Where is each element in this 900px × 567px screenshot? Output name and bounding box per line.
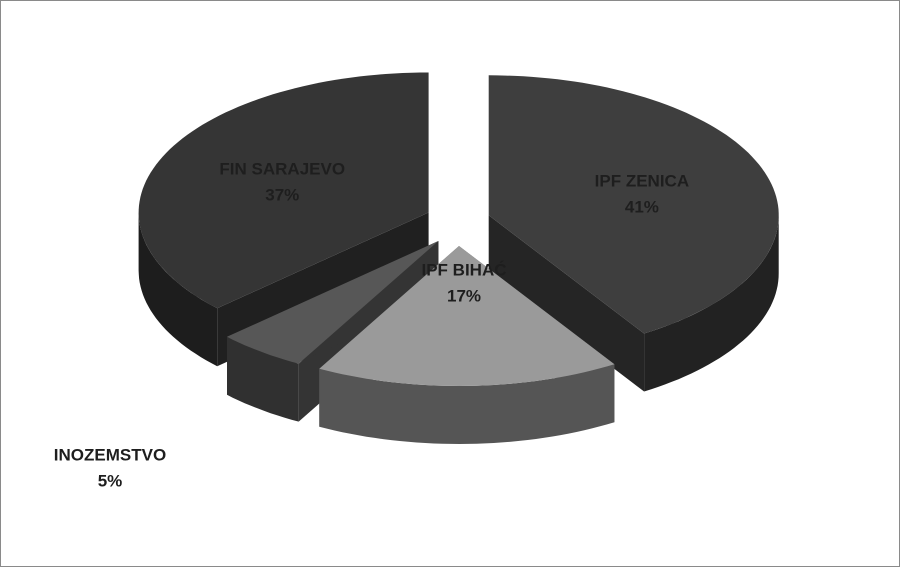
data-label-value: 17% bbox=[447, 286, 481, 305]
data-label-name: IPF BIHAĆ bbox=[422, 260, 507, 279]
slice-top bbox=[319, 246, 615, 386]
data-label-value: 37% bbox=[265, 185, 299, 204]
data-label-value: 41% bbox=[625, 197, 659, 216]
slice-wall bbox=[227, 336, 299, 422]
slice-wall bbox=[138, 212, 218, 367]
slice-top bbox=[138, 72, 429, 309]
data-label-name: IPF ZENICA bbox=[595, 171, 689, 190]
slice-top bbox=[488, 75, 779, 334]
data-label-name: FIN SARAJEVO bbox=[219, 159, 345, 178]
slice-wall bbox=[644, 215, 779, 392]
slice-top bbox=[227, 241, 439, 364]
slice-side bbox=[488, 215, 645, 392]
data-label-value: 5% bbox=[98, 471, 123, 490]
slice-wall bbox=[319, 364, 615, 444]
data-label-name: INOZEMSTVO bbox=[54, 445, 166, 464]
